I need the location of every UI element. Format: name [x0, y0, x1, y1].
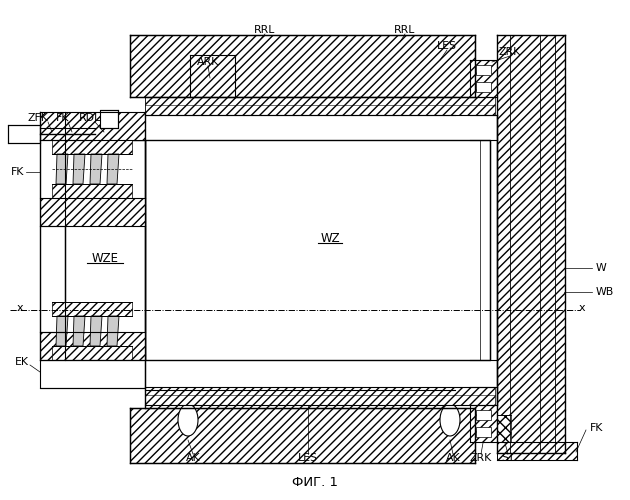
- Text: ФИГ. 1: ФИГ. 1: [292, 476, 338, 490]
- Text: W: W: [596, 263, 607, 273]
- Text: x: x: [16, 303, 23, 313]
- Bar: [476, 427, 491, 437]
- Text: ST: ST: [501, 453, 515, 463]
- Text: ZFK: ZFK: [28, 113, 49, 123]
- Bar: [145, 97, 495, 115]
- Text: FK: FK: [56, 113, 70, 123]
- Bar: [470, 60, 497, 97]
- Bar: [145, 97, 455, 115]
- Bar: [130, 408, 475, 463]
- Text: RRL: RRL: [394, 25, 416, 35]
- Bar: [40, 112, 145, 140]
- Bar: [100, 110, 118, 128]
- Bar: [40, 360, 145, 388]
- Bar: [52, 346, 132, 360]
- Polygon shape: [56, 316, 68, 346]
- Polygon shape: [90, 316, 102, 346]
- Ellipse shape: [440, 404, 460, 436]
- Bar: [40, 198, 145, 226]
- Bar: [145, 390, 455, 408]
- Bar: [52, 140, 132, 154]
- Bar: [476, 410, 491, 420]
- Text: FK: FK: [590, 423, 604, 433]
- Polygon shape: [73, 316, 85, 346]
- Text: WB: WB: [596, 287, 614, 297]
- Bar: [40, 332, 145, 360]
- Text: LES: LES: [298, 453, 318, 463]
- Polygon shape: [90, 154, 102, 184]
- Bar: [8, 125, 40, 143]
- Text: WZE: WZE: [91, 252, 118, 264]
- Text: RRL: RRL: [255, 25, 276, 35]
- Bar: [145, 387, 495, 405]
- Text: AK: AK: [186, 453, 200, 463]
- Bar: [497, 35, 565, 453]
- Text: FK: FK: [11, 167, 25, 177]
- Text: WZ: WZ: [320, 232, 340, 244]
- Ellipse shape: [178, 404, 198, 436]
- Bar: [497, 415, 511, 442]
- Polygon shape: [107, 316, 119, 346]
- Bar: [65, 140, 145, 360]
- Text: LES: LES: [437, 41, 457, 51]
- Text: ZRK: ZRK: [499, 47, 521, 57]
- Text: RDL: RDL: [79, 113, 101, 123]
- Bar: [476, 65, 491, 75]
- Text: ZRK: ZRK: [470, 453, 492, 463]
- Bar: [476, 82, 491, 92]
- Bar: [190, 55, 235, 97]
- Bar: [145, 140, 490, 360]
- Polygon shape: [73, 154, 85, 184]
- Bar: [10, 128, 40, 140]
- Bar: [130, 35, 475, 97]
- Text: ARK: ARK: [197, 57, 219, 67]
- Bar: [52, 184, 132, 198]
- Bar: [52, 302, 132, 316]
- Text: AK: AK: [445, 453, 461, 463]
- Bar: [470, 405, 497, 442]
- Text: x: x: [579, 303, 585, 313]
- Bar: [497, 442, 577, 460]
- Polygon shape: [56, 154, 68, 184]
- Polygon shape: [107, 154, 119, 184]
- Text: EK: EK: [15, 357, 29, 367]
